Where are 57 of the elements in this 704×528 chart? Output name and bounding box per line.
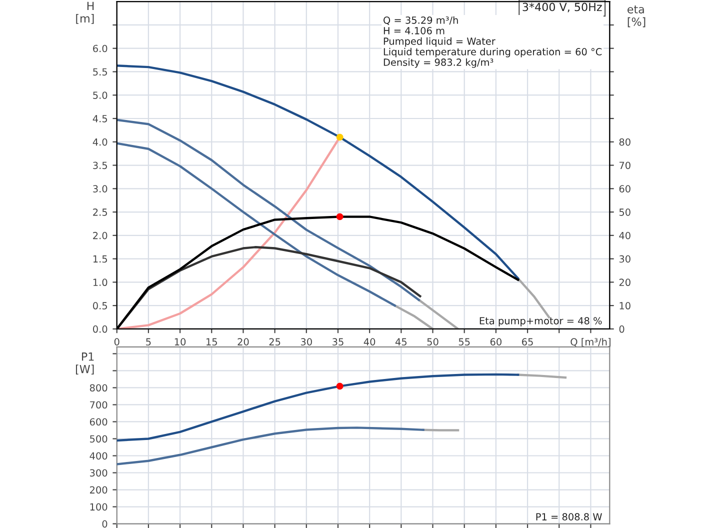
x-tick-label: 50 [427,338,438,346]
x-tick-label: 40 [364,338,376,346]
x-tick-label: 60 [490,338,502,346]
annotation: Q = 35.29 m³/h H = 4.106 m Pumped liquid = Water Liquid temperature during operation = 60 °C Density = 983.2 kg/m³ [384,16,602,68]
y-tick-label: 3.0 [93,185,108,192]
x-tick-label: 45 [395,338,407,346]
x-tick-label: 55 [458,338,470,346]
y2-tick-label: 70 [619,162,630,170]
y-tick-label: 800 [90,384,108,392]
annotation: Eta pump+motor = 48 % [480,317,602,326]
chart-title: 3*400 V, 50Hz [522,2,602,12]
y-tick-label: 500 [90,435,108,443]
y-tick-label: 4.5 [92,115,107,122]
y2-tick-label: 30 [619,255,630,263]
x-tick-label: 25 [269,338,280,346]
y-tick-label: 2.5 [93,208,107,216]
y-axis-title: P1 [W] [76,352,94,375]
y2-tick-label: 0 [619,325,624,333]
x-tick-label: 5 [146,338,151,346]
y-tick-label: 0 [102,520,108,528]
line-series [116,426,424,466]
y2-tick-label: 60 [619,185,630,192]
x-tick-label: 0 [114,338,120,346]
y-tick-label: 6.0 [93,44,108,52]
y2-axis-title: eta [%] [628,6,646,28]
line-series [116,373,520,442]
y-tick-label: 400 [90,452,108,460]
y-tick-label: 700 [90,401,108,409]
annotation: P1 = 808.8 W [536,513,602,520]
y2-tick-label: 20 [619,278,630,286]
y-tick-label: 5.0 [93,92,108,99]
y-tick-label: 0.0 [93,325,108,333]
y2-tick-label: 80 [619,138,630,146]
x-tick-label: 65 [522,338,533,346]
y-tick-label: 200 [90,486,108,494]
y-tick-label: 4.0 [92,138,108,146]
x-tick-label: 35 [332,338,344,346]
y-tick-label: 300 [90,469,108,477]
y-tick-label: 1.0 [93,278,108,286]
y-tick-label: 2.0 [93,232,108,240]
x-tick-label: 30 [300,338,312,346]
x-tick-label: 10 [174,338,186,346]
line-series [116,142,396,307]
x-tick-label: 20 [238,338,249,346]
x-tick-label: Q [m³/h] [570,338,610,347]
y-tick-label: 600 [90,418,108,426]
y-tick-label: 0.5 [93,302,107,310]
y-tick-label: 1.5 [93,255,107,263]
line-series [116,118,420,302]
y2-tick-label: 50 [619,208,630,216]
x-tick-label: 15 [206,338,217,346]
y2-tick-label: 40 [619,232,630,240]
y-tick-label: 5.5 [93,68,107,76]
y2-tick-label: 10 [620,302,630,310]
y-axis-title: H [m] [76,2,94,24]
y-tick-label: 3.5 [93,162,107,170]
y-tick-label: 100 [90,503,108,511]
